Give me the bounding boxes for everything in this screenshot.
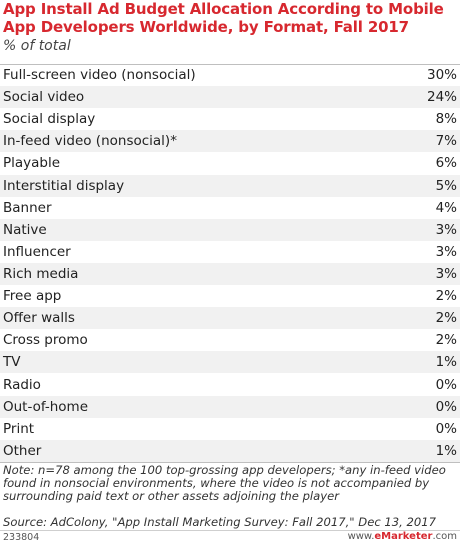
site-prefix: www. bbox=[347, 531, 375, 542]
row-label: Radio bbox=[3, 376, 41, 393]
row-value: 0% bbox=[435, 398, 457, 415]
chart-id: 233804 bbox=[3, 532, 40, 543]
row-value: 1% bbox=[435, 442, 457, 459]
chart-subtitle: % of total bbox=[3, 38, 71, 54]
table-row: Influencer 3% bbox=[0, 241, 460, 263]
row-label: TV bbox=[3, 354, 21, 371]
row-value: 3% bbox=[435, 221, 457, 238]
row-label: Free app bbox=[3, 288, 62, 305]
table-row: Cross promo 2% bbox=[0, 329, 460, 351]
table-row: Other 1% bbox=[0, 439, 460, 462]
row-value: 0% bbox=[435, 420, 457, 437]
row-value: 6% bbox=[435, 155, 457, 172]
row-label: Cross promo bbox=[3, 332, 88, 349]
site-url: www.eMarketer.com bbox=[348, 531, 457, 542]
row-value: 7% bbox=[435, 133, 457, 150]
footer-divider bbox=[0, 530, 460, 531]
chart-title: App Install Ad Budget Allocation Accordi… bbox=[3, 0, 444, 36]
row-label: Native bbox=[3, 221, 47, 238]
row-value: 5% bbox=[435, 177, 457, 194]
row-label: Social display bbox=[3, 111, 96, 128]
row-value: 0% bbox=[435, 376, 457, 393]
row-value: 2% bbox=[435, 288, 457, 305]
site-brand: eMarketer bbox=[374, 531, 433, 542]
table-row: Print 0% bbox=[0, 418, 460, 440]
row-value: 2% bbox=[435, 310, 457, 327]
row-label: In-feed video (nonsocial)* bbox=[3, 133, 177, 150]
row-value: 4% bbox=[435, 199, 457, 216]
table-row: Banner 4% bbox=[0, 197, 460, 219]
table-row: Radio 0% bbox=[0, 374, 460, 396]
row-value: 3% bbox=[435, 243, 457, 260]
table-bottom-rule bbox=[0, 462, 460, 463]
table-row: Social video 24% bbox=[0, 86, 460, 109]
table-row: Native 3% bbox=[0, 218, 460, 241]
row-label: Interstitial display bbox=[3, 177, 125, 194]
source-line: Source: AdColony, "App Install Marketing… bbox=[3, 515, 437, 529]
row-label: Playable bbox=[3, 155, 61, 172]
table-row: TV 1% bbox=[0, 351, 460, 374]
row-value: 8% bbox=[435, 111, 457, 128]
table-row: In-feed video (nonsocial)* 7% bbox=[0, 130, 460, 153]
row-value: 30% bbox=[426, 67, 457, 83]
footnote: Note: n=78 among the 100 top-grossing ap… bbox=[3, 463, 446, 503]
row-value: 24% bbox=[426, 89, 457, 106]
table-row: Social display 8% bbox=[0, 108, 460, 130]
site-suffix: .com bbox=[432, 531, 457, 542]
table-row: Offer walls 2% bbox=[0, 307, 460, 330]
row-label: Banner bbox=[3, 199, 52, 216]
data-table: Full-screen video (nonsocial) 30% Social v… bbox=[0, 64, 460, 462]
row-value: 2% bbox=[435, 332, 457, 349]
row-label: Social video bbox=[3, 89, 85, 106]
row-label: Other bbox=[3, 442, 42, 459]
table-row: Free app 2% bbox=[0, 285, 460, 307]
table-row: Rich media 3% bbox=[0, 262, 460, 285]
row-label: Out-of-home bbox=[3, 398, 89, 415]
row-label: Influencer bbox=[3, 243, 71, 260]
row-label: Full-screen video (nonsocial) bbox=[3, 67, 196, 83]
row-label: Rich media bbox=[3, 265, 79, 282]
row-value: 1% bbox=[435, 354, 457, 371]
table-row: Full-screen video (nonsocial) 30% bbox=[0, 64, 460, 86]
row-value: 3% bbox=[435, 265, 457, 282]
table-row: Playable 6% bbox=[0, 152, 460, 174]
row-label: Print bbox=[3, 420, 35, 437]
table-row: Out-of-home 0% bbox=[0, 395, 460, 418]
table-row: Interstitial display 5% bbox=[0, 174, 460, 197]
table-top-rule bbox=[0, 64, 460, 65]
row-label: Offer walls bbox=[3, 310, 75, 327]
